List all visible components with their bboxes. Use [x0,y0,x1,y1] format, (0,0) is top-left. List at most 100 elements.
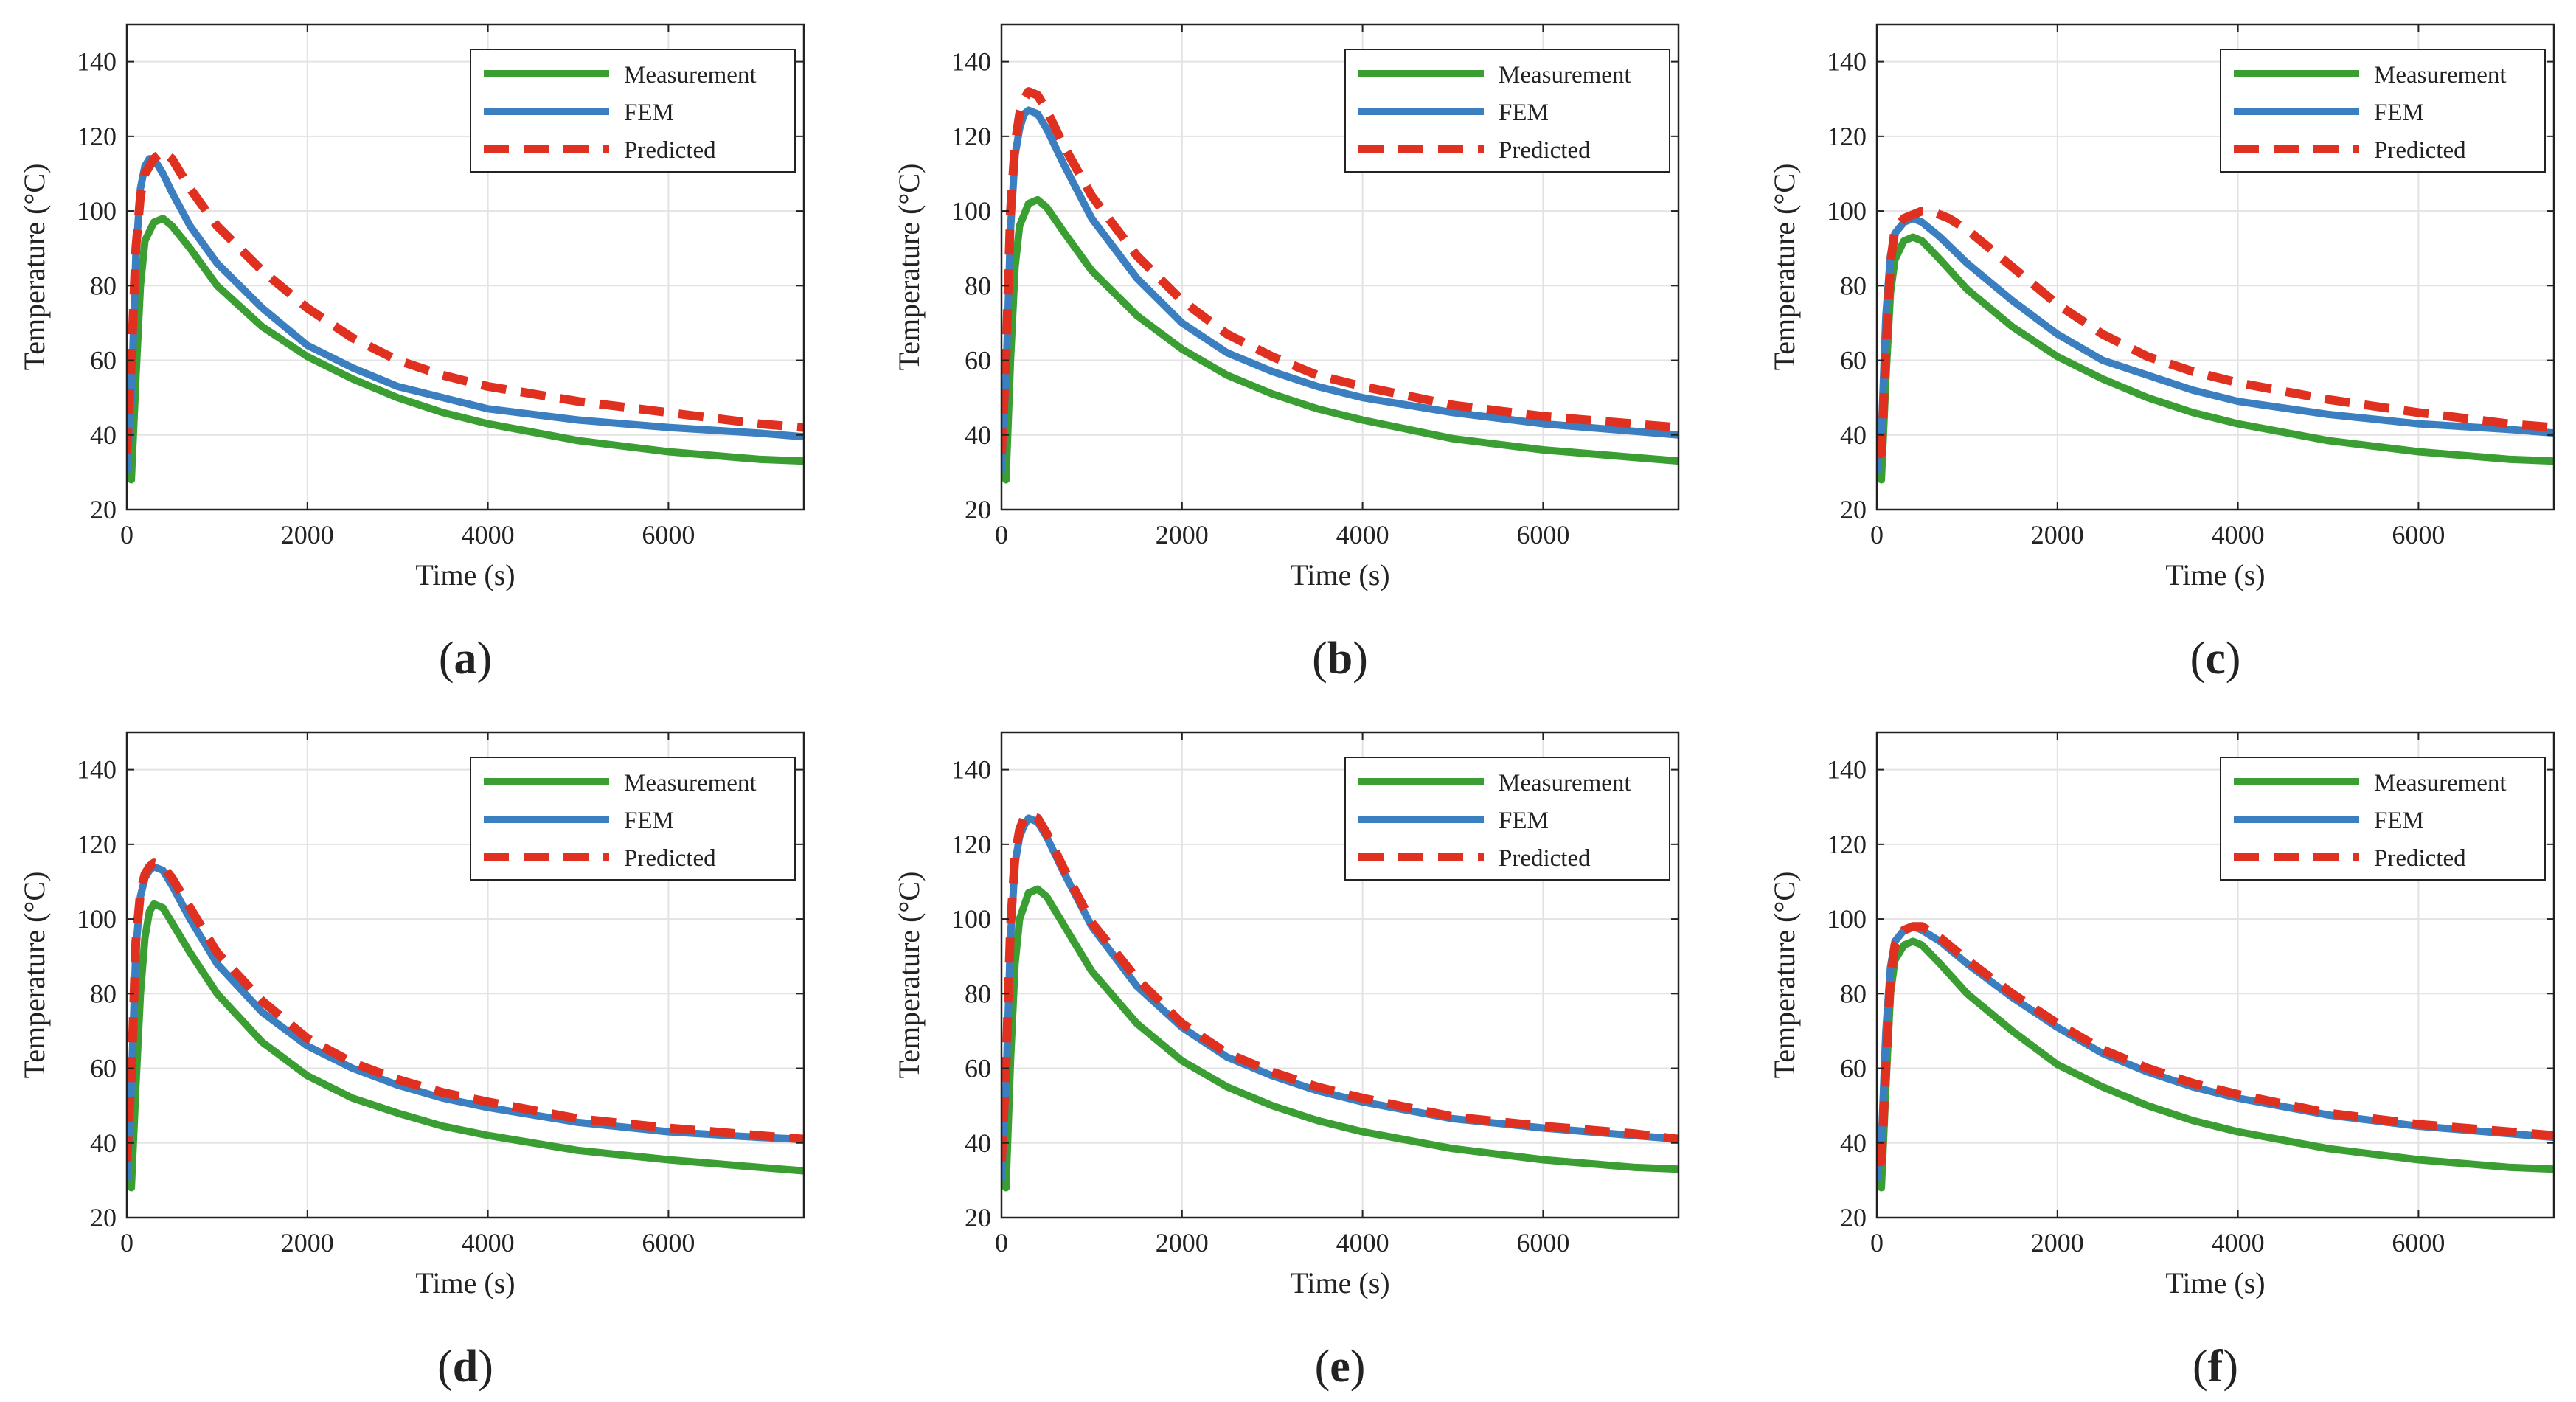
y-tick-label: 20 [90,1203,117,1232]
legend-label-predicted: Predicted [1499,137,1591,164]
axes-box [1000,731,1680,1219]
x-tick-label: 2000 [2031,1228,2084,1257]
y-tick-label: 140 [951,755,991,785]
legend-label-measurement: Measurement [2374,770,2507,797]
legend-label-measurement: Measurement [2374,62,2507,89]
series-line-predicted [1001,810,1678,1162]
panel-label-paren: ) [477,634,493,684]
panel-label: (a) [439,634,492,684]
legend-label-fem: FEM [2374,100,2424,126]
legend-label-predicted: Predicted [2374,845,2466,872]
series-line-measurement [1001,195,1678,484]
panel-label-letter: d [453,1342,478,1392]
x-tick-label: 2000 [2031,520,2084,549]
legend-label-fem: FEM [624,100,674,126]
y-tick-label: 100 [1827,196,1867,226]
y-tick-label: 40 [1840,1128,1867,1158]
panel-label: (b) [1312,634,1368,684]
series-group [127,147,804,484]
axes-box [1875,731,2555,1219]
x-tick-label: 0 [120,520,133,549]
x-tick-label: 6000 [1516,520,1569,549]
series-line-predicted [127,858,804,1162]
x-tick-label: 2000 [281,520,334,549]
y-tick-label: 120 [1827,830,1867,859]
y-tick-label: 60 [1840,1054,1867,1083]
series-group [1001,87,1678,484]
panel-label-letter: a [454,634,477,684]
x-tick-label: 4000 [462,520,515,549]
y-tick-label: 60 [1840,346,1867,375]
y-tick-label: 80 [90,979,117,1008]
legend-label-fem: FEM [2374,808,2424,834]
legend-label-fem: FEM [1499,808,1549,834]
panel-label-paren: ) [2223,1342,2238,1392]
y-tick-label: 60 [90,1054,117,1083]
y-tick-label: 40 [90,1128,117,1158]
y-tick-label: 120 [951,830,991,859]
y-tick-label: 120 [1827,122,1867,151]
x-tick-label: 0 [1870,1228,1884,1257]
y-tick-label: 100 [77,904,117,934]
legend-label-measurement: Measurement [1499,770,1631,797]
panel-label-letter: b [1327,634,1353,684]
y-axis-label: Temperature (°C) [1768,164,1801,371]
y-tick-label: 120 [951,122,991,151]
y-tick-label: 140 [1827,47,1867,77]
x-tick-label: 6000 [1516,1228,1569,1257]
chart-panel-2: 0 2000 4000 6000 20 40 60 80 100 120 140 Time (s) Te… [1768,23,2555,684]
panel-label-paren: ( [2193,1342,2208,1392]
panel-label: (f) [2193,1342,2238,1392]
y-tick-label: 40 [90,420,117,450]
x-tick-label: 6000 [642,1228,695,1257]
panel-label-letter: e [1330,1342,1350,1392]
series-line-fem [1001,106,1678,473]
y-tick-label: 20 [90,495,117,524]
legend-label-fem: FEM [624,808,674,834]
x-tick-label: 4000 [2212,520,2265,549]
y-tick-label: 140 [77,755,117,785]
y-tick-label: 60 [90,346,117,375]
panel-label-paren: ( [1315,1342,1330,1392]
y-tick-label: 20 [965,495,991,524]
axes-box [125,731,805,1219]
x-tick-label: 6000 [642,520,695,549]
x-axis-label: Time (s) [2165,1266,2265,1299]
x-axis-label: Time (s) [415,558,515,591]
series-group [127,858,804,1192]
panel-label: (d) [437,1342,493,1392]
series-line-fem [127,155,804,473]
x-tick-label: 4000 [2212,1228,2265,1257]
chart-panel-0: 0 2000 4000 6000 20 40 60 80 100 120 140 Time (s) Te… [18,23,805,684]
series-line-predicted [1877,207,2554,459]
x-tick-label: 0 [1870,520,1884,549]
series-line-predicted [127,147,804,454]
y-tick-label: 20 [1840,495,1867,524]
x-tick-label: 0 [995,1228,1008,1257]
legend-label-predicted: Predicted [624,137,716,164]
y-tick-label: 20 [965,1203,991,1232]
legend-label-predicted: Predicted [624,845,716,872]
x-tick-label: 6000 [2392,520,2445,549]
y-tick-label: 40 [965,420,991,450]
legend-label-predicted: Predicted [1499,845,1591,872]
x-axis-label: Time (s) [2165,558,2265,591]
legend-label-predicted: Predicted [2374,137,2466,164]
y-tick-label: 60 [965,346,991,375]
panel-label-paren: ( [2190,634,2206,684]
y-tick-label: 100 [951,904,991,934]
series-line-predicted [1001,87,1678,454]
series-line-fem [127,863,804,1181]
x-tick-label: 0 [120,1228,133,1257]
y-axis-label: Temperature (°C) [892,164,926,371]
chart-panel-5: 0 2000 4000 6000 20 40 60 80 100 120 140 Time (s) Te… [1768,731,2555,1392]
y-tick-label: 120 [77,122,117,151]
y-axis-label: Temperature (°C) [892,872,926,1079]
y-axis-label: Temperature (°C) [18,164,51,371]
x-tick-label: 2000 [1156,1228,1209,1257]
y-tick-label: 100 [1827,904,1867,934]
panel-label: (e) [1315,1342,1366,1392]
y-tick-label: 80 [1840,979,1867,1008]
y-tick-label: 80 [1840,271,1867,300]
